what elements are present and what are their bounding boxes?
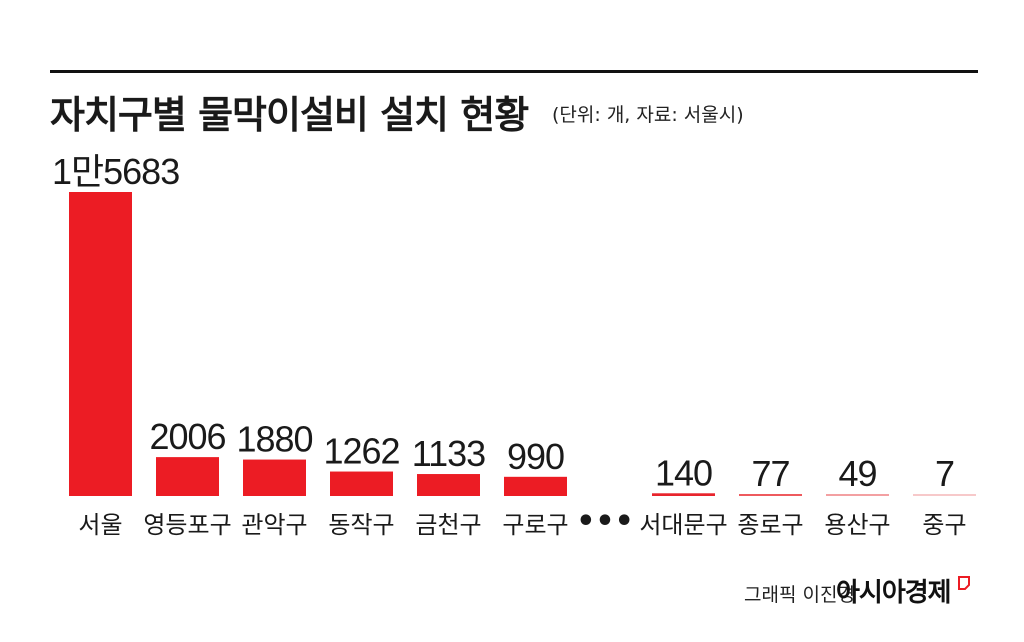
category-label-2: 영등포구 bbox=[143, 511, 231, 539]
graphic-credit: 그래픽 이진경 bbox=[744, 584, 855, 606]
bar-2 bbox=[156, 457, 219, 496]
category-labels-group: 서울 영등포구 관악구 동작구 금천구 구로구 서대문구 종로구 용산구 중구 bbox=[78, 511, 966, 539]
gap-marker: ••• bbox=[576, 504, 634, 539]
bar-3 bbox=[243, 459, 306, 496]
category-label-7: 서대문구 bbox=[639, 511, 727, 539]
value-label-4: 1262 bbox=[323, 431, 399, 472]
brand-logo: 아시아경제 bbox=[836, 578, 952, 608]
value-label-5: 1133 bbox=[412, 433, 485, 474]
bar-4 bbox=[330, 471, 393, 496]
top-rule bbox=[50, 70, 978, 73]
category-label-8: 종로구 bbox=[737, 511, 803, 539]
bar-9 bbox=[826, 494, 889, 496]
bar-1 bbox=[69, 192, 132, 496]
bars-group bbox=[69, 192, 976, 496]
value-label-9: 49 bbox=[838, 453, 876, 494]
value-label-2: 2006 bbox=[149, 416, 225, 457]
value-label-6: 990 bbox=[507, 436, 564, 477]
bar-5 bbox=[417, 474, 480, 496]
category-label-3: 관악구 bbox=[241, 511, 307, 539]
category-label-4: 동작구 bbox=[328, 511, 394, 539]
value-label-7: 140 bbox=[655, 452, 712, 493]
category-label-1: 서울 bbox=[78, 511, 122, 539]
value-label-3: 1880 bbox=[236, 419, 312, 460]
unit-source-note: (단위: 개, 자료: 서울시) bbox=[552, 104, 744, 126]
value-label-10: 7 bbox=[935, 453, 954, 494]
bar-7 bbox=[652, 493, 715, 496]
bar-6 bbox=[504, 476, 567, 496]
category-label-5: 금천구 bbox=[415, 511, 481, 539]
bar-10 bbox=[913, 494, 976, 496]
value-label-8: 77 bbox=[751, 453, 789, 494]
category-label-9: 용산구 bbox=[824, 511, 890, 539]
chart-title: 자치구별 물막이설비 설치 현황 bbox=[50, 93, 529, 137]
category-label-6: 구로구 bbox=[502, 511, 568, 539]
value-labels-group: 1만5683 2006 1880 1262 1133 990 140 77 49 7 bbox=[52, 151, 955, 494]
category-label-10: 중구 bbox=[922, 511, 966, 539]
bar-8 bbox=[739, 494, 802, 496]
brand-mark-icon bbox=[958, 576, 970, 590]
value-label-1: 1만5683 bbox=[52, 151, 179, 192]
